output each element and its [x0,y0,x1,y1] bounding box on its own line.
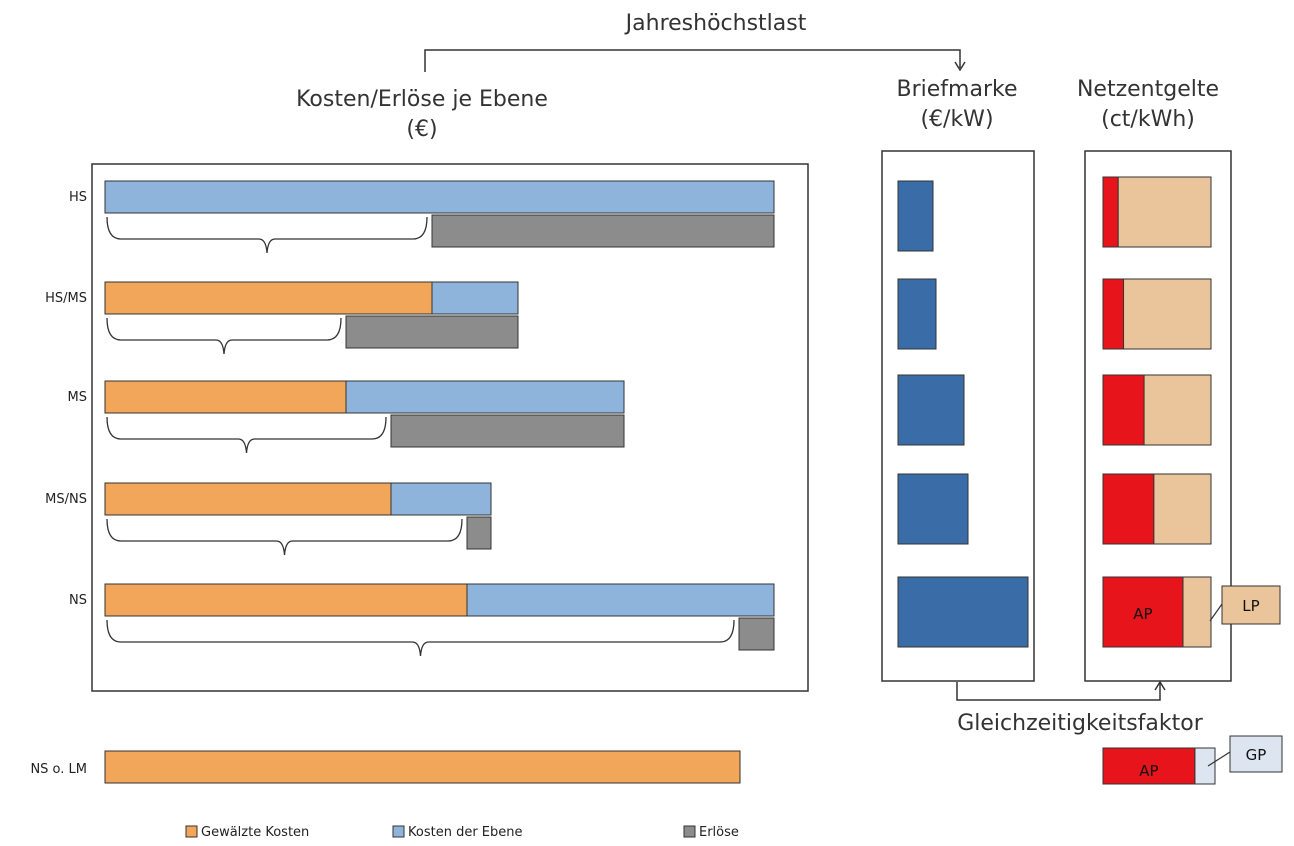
legend: Gewälzte Kosten Kosten der Ebene Erlöse [185,825,739,840]
brace-hs [106,216,428,254]
gp-leader-line [1207,751,1231,767]
stamp-bar-ms-ns [897,473,969,545]
stamp-bar-hs-ms [897,278,937,350]
bar-gewaelzte-kosten-ns [104,583,468,617]
title-briefmarke: Briefmarke [897,77,1018,102]
stamp-bar-hs [897,180,934,252]
arrowhead-gleichzeitigkeit [1154,680,1166,691]
legend-swatch-gewaelzte-kosten [185,825,198,838]
title-netzentgelte: Netzentgelte [1077,77,1219,102]
netzentgelte-chart: AP AP [1102,176,1216,785]
legend-label-gewaelzte-kosten: Gewälzte Kosten [201,825,309,840]
bar-erloese-ns [738,617,775,651]
legend-label-erloese: Erlöse [699,825,739,840]
fee-ap-ms [1102,374,1145,446]
fee-lp-ms-ns [1153,473,1212,545]
fee-ap-ns-o-lm [1102,747,1196,785]
bar-kosten-der-ebene-ms-ns [390,482,492,516]
costs-panel-box [91,163,809,692]
legend-swatch-erloese [683,825,696,838]
bar-erloese-hs-ms [345,315,519,349]
arrow-jahreshoechstlast [424,49,961,72]
bar-gewaelzte-kosten-ms-ns [104,482,392,516]
brace-ms-ns [106,518,463,556]
brace-ns [106,619,735,657]
fee-lp-ns [1182,576,1212,648]
bar-erloese-ms-ns [466,516,492,550]
fee-lp-hs [1117,176,1212,248]
fee-ap-ns-o-lm-label: AP [1139,762,1158,780]
title-kosten-erloese: Kosten/Erlöse je Ebene [296,87,548,112]
stamp-bar-ms [897,374,965,446]
fee-gp-ns-o-lm [1194,747,1216,785]
bar-ns-o-lm [104,750,741,784]
fee-lp-hs-ms [1123,278,1212,350]
brace-hs-ms [106,317,342,355]
costs-chart: HS HS/MS MS MS/NS NS NS o. LM [30,180,775,784]
lp-tag-label: LP [1242,597,1259,615]
fee-ap-ns [1102,576,1184,648]
lp-leader-line [1209,603,1223,622]
title-netzentgelte-unit: (ct/kWh) [1101,107,1195,132]
lp-tag-box [1221,585,1281,625]
bar-kosten-der-ebene-ns [466,583,775,617]
bar-gewaelzte-kosten-hs-ms [104,281,433,315]
bar-erloese-ms [390,414,625,448]
fee-ap-label: AP [1133,605,1152,623]
bar-kosten-der-ebene-hs-ms [431,281,519,315]
fee-lp-ms [1143,374,1212,446]
fee-ap-ms-ns [1102,473,1155,545]
brace-ms [106,416,387,454]
gp-tag-box [1229,735,1283,773]
title-briefmarke-unit: (€/kW) [920,107,993,132]
gp-tag-label: GP [1246,746,1267,764]
level-label-ns-o-lm: NS o. LM [30,762,87,777]
legend-swatch-kosten-der-ebene [392,825,405,838]
bar-kosten-der-ebene-ms [345,380,625,414]
stamp-bar-ns [897,576,1029,648]
arrow-gleichzeitigkeit [956,682,1161,701]
bar-erloese-hs [431,214,775,248]
level-label-ns: NS [69,593,87,608]
briefmarke-panel-box [881,150,1035,682]
bar-kosten-der-ebene-hs [104,180,775,214]
briefmarke-chart [897,180,1029,648]
level-label-hs: HS [69,190,87,205]
legend-label-kosten-der-ebene: Kosten der Ebene [408,825,523,840]
title-kosten-unit: (€) [406,117,437,142]
fee-ap-hs-ms [1102,278,1125,350]
bar-gewaelzte-kosten-ms [104,380,347,414]
level-label-ms-ns: MS/NS [45,492,87,507]
netzentgelte-panel-box [1084,150,1232,682]
level-label-hs-ms: HS/MS [45,291,87,306]
arrowhead-jahreshoechstlast [954,61,966,72]
fee-ap-hs [1102,176,1119,248]
level-label-ms: MS [68,390,87,405]
title-gleichzeitigkeitsfaktor: Gleichzeitigkeitsfaktor [957,711,1203,736]
title-jahreshoechstlast: Jahreshöchstlast [624,11,807,36]
